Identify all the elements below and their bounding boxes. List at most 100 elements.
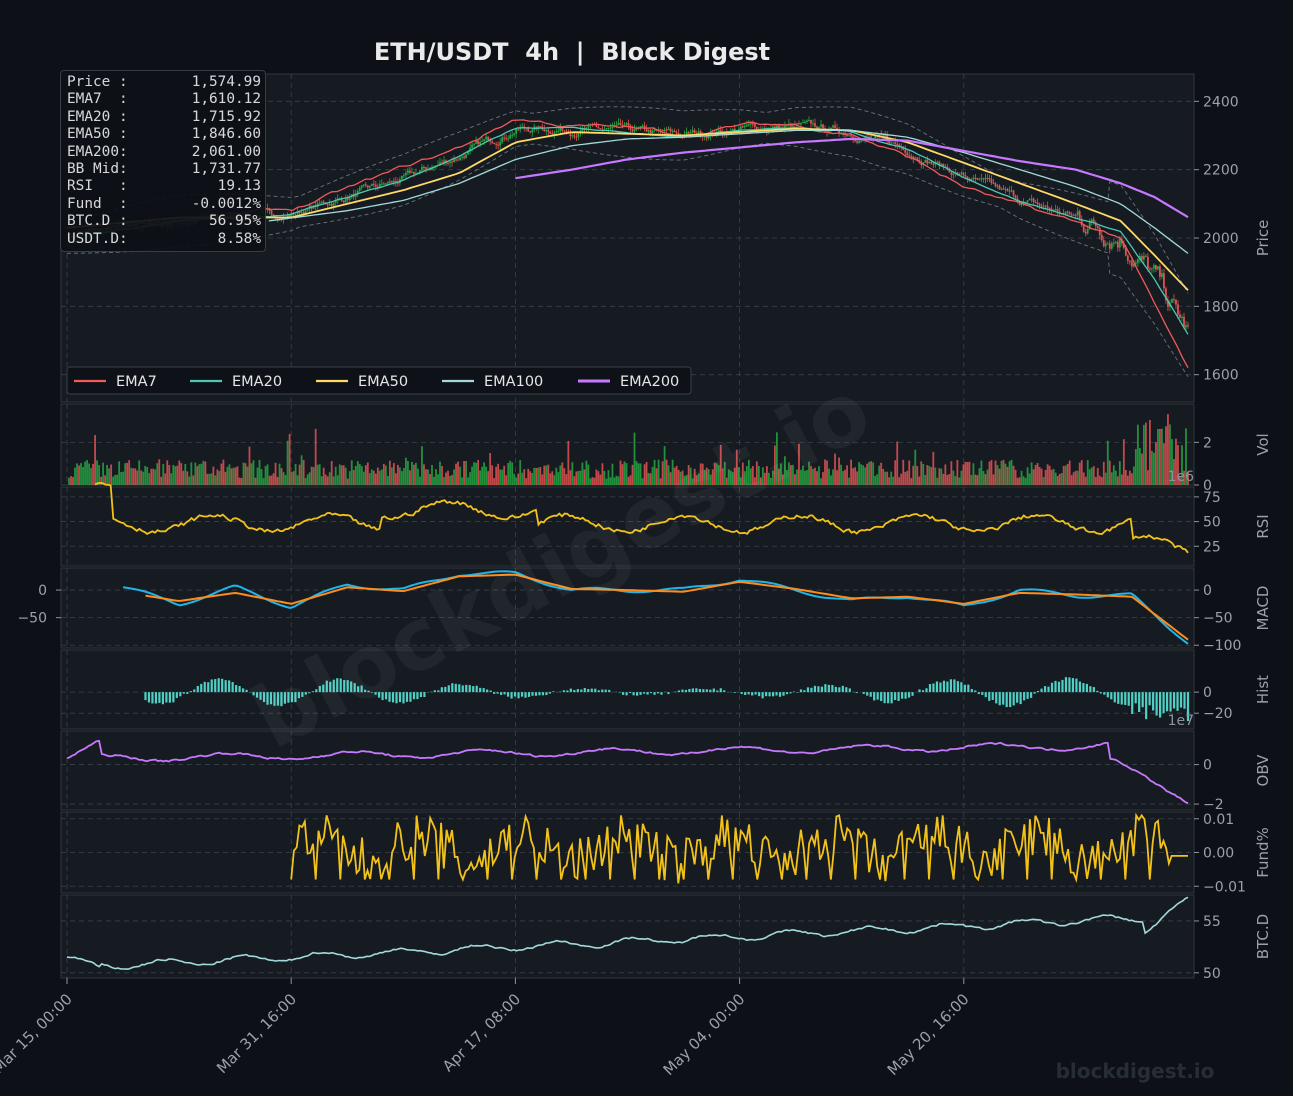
macd-histogram-bar — [792, 691, 796, 693]
candle-body — [856, 141, 859, 143]
macd-histogram-bar — [1131, 692, 1134, 714]
macd-histogram-bar — [635, 692, 639, 696]
volume-bar — [501, 469, 504, 485]
macd-histogram-bar — [768, 692, 771, 697]
macd-histogram-bar — [1068, 677, 1071, 693]
legend-frame — [66, 366, 692, 395]
candle-body — [629, 125, 632, 130]
macd-histogram-bar — [287, 692, 290, 703]
volume-bar — [665, 459, 668, 485]
macd-histogram-bar — [981, 692, 984, 695]
candle-body — [868, 136, 871, 138]
volume-bar — [132, 468, 135, 485]
volume-bar — [964, 461, 967, 485]
candle-body — [936, 161, 939, 163]
macd-histogram-bar — [977, 692, 980, 695]
volume-bar — [940, 468, 943, 485]
volume-bar — [356, 461, 359, 485]
volume-bar — [810, 465, 812, 485]
candle-body — [1008, 190, 1011, 192]
macd-histogram-bar — [451, 683, 454, 693]
macd-histogram-bar — [308, 692, 311, 694]
macd-histogram-bar — [398, 692, 402, 703]
volume-bar — [415, 462, 417, 485]
candle-body — [882, 134, 885, 136]
candle-body — [673, 130, 676, 133]
volume-bar — [1070, 475, 1073, 485]
candle-body — [499, 142, 502, 146]
volume-bar — [605, 478, 608, 485]
volume-bar — [950, 461, 953, 485]
volume-bar — [761, 467, 764, 485]
macd-histogram-bar — [200, 683, 203, 693]
volume-bar — [673, 467, 676, 485]
macd-histogram-bar — [646, 692, 649, 695]
candle-body — [575, 136, 578, 138]
volume-bar — [936, 477, 939, 485]
candle-body — [565, 130, 568, 132]
candle-body — [447, 162, 449, 164]
volume-bar — [571, 462, 574, 485]
volume-bar — [599, 474, 602, 485]
volume-bar — [868, 461, 871, 485]
candle-body — [595, 125, 598, 128]
macd-histogram-bar — [238, 686, 241, 693]
candle-body — [296, 211, 299, 215]
volume-bar — [1187, 471, 1189, 485]
volume-bar — [701, 463, 704, 485]
volume-bar — [394, 473, 397, 485]
candle-body — [272, 214, 275, 216]
volume-bar — [485, 466, 488, 485]
volume-bar — [457, 461, 459, 485]
volume-bar — [886, 471, 889, 485]
legend-label-ema100: EMA100 — [484, 374, 543, 390]
candle-body — [1108, 243, 1111, 249]
volume-bar — [679, 471, 682, 485]
volume-bar — [260, 469, 263, 485]
volume-bar — [575, 471, 578, 485]
candle-body — [1185, 325, 1187, 328]
candle-body — [561, 127, 564, 131]
macd-histogram-bar — [489, 690, 492, 693]
candle-body — [699, 131, 702, 135]
volume-bar — [1006, 466, 1009, 485]
volume-bar — [451, 474, 453, 485]
candle-body — [946, 166, 949, 169]
candle-body — [958, 173, 961, 175]
volume-bar — [804, 470, 806, 485]
y-tick-label-funding: 0.00 — [1203, 846, 1234, 862]
macd-histogram-bar — [391, 692, 395, 703]
info-row-fund: Fund : -0.0012% — [67, 195, 261, 212]
volume-bar — [866, 463, 869, 485]
macd-histogram-bar — [1145, 692, 1148, 720]
volume-bar — [304, 478, 307, 485]
volume-bar — [316, 464, 319, 485]
candle-body — [798, 123, 800, 125]
volume-bar — [350, 460, 353, 485]
info-row-ema200: EMA200: 2,061.00 — [67, 143, 261, 160]
macd-histogram-bar — [698, 688, 701, 693]
volume-bar — [1076, 470, 1079, 485]
candle-body — [1074, 215, 1077, 217]
macd-histogram-bar — [493, 692, 496, 694]
macd-histogram-bar — [838, 687, 841, 693]
candle-body — [539, 126, 542, 128]
candle-body — [1028, 199, 1031, 201]
volume-bar — [92, 463, 94, 485]
macd-histogram-bar — [395, 692, 398, 704]
candle-body — [332, 202, 335, 206]
candle-body — [773, 126, 776, 129]
volume-bar — [1092, 466, 1095, 485]
volume-bar — [691, 478, 694, 485]
y-tick-label-macd: −100 — [1203, 638, 1241, 654]
macd-histogram-bar — [538, 692, 541, 696]
candle-body — [495, 143, 498, 145]
volume-bar — [751, 466, 754, 485]
macd-histogram-bar — [587, 689, 590, 693]
volume-bar — [559, 465, 562, 485]
candle-body — [645, 128, 648, 132]
volume-bar — [1000, 460, 1003, 485]
volume-bar — [342, 465, 345, 485]
candle-body — [1020, 203, 1023, 205]
macd-histogram-bar — [604, 689, 607, 693]
